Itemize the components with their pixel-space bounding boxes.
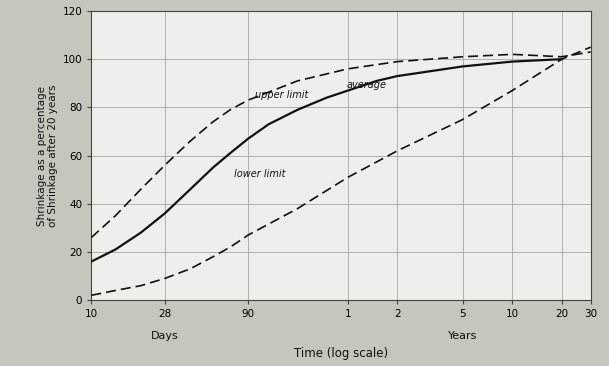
- X-axis label: Time (log scale): Time (log scale): [294, 347, 388, 360]
- Text: Days: Days: [151, 330, 178, 341]
- Text: lower limit: lower limit: [234, 169, 285, 179]
- Text: average: average: [347, 80, 387, 90]
- Y-axis label: Shrinkage as a percentage
of Shrinkage after 20 years: Shrinkage as a percentage of Shrinkage a…: [37, 84, 58, 227]
- Text: upper limit: upper limit: [255, 90, 308, 100]
- Text: Years: Years: [448, 330, 477, 341]
